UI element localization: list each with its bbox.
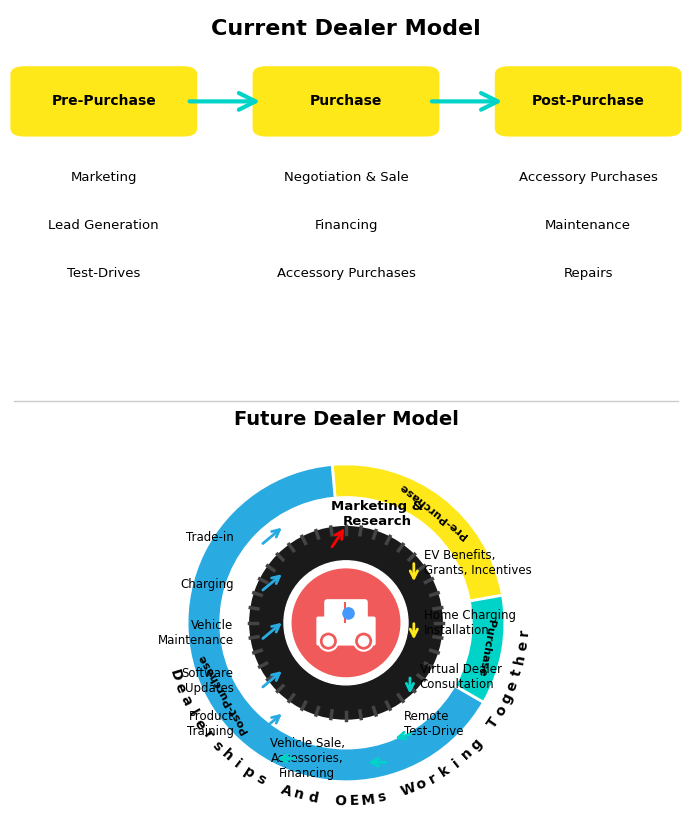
Text: t: t (509, 668, 525, 678)
Text: A: A (279, 782, 293, 799)
Text: e: e (172, 681, 188, 695)
Text: Home Charging
Installation: Home Charging Installation (424, 609, 516, 637)
Text: e: e (504, 679, 521, 693)
FancyBboxPatch shape (10, 66, 197, 136)
Text: r: r (200, 728, 215, 742)
Text: s: s (376, 790, 387, 805)
Text: a: a (177, 693, 194, 708)
Text: Pre-Purchase: Pre-Purchase (51, 94, 156, 109)
FancyBboxPatch shape (316, 616, 376, 645)
Text: k: k (437, 763, 453, 779)
Text: l: l (185, 707, 199, 718)
Text: Trade-in: Trade-in (186, 531, 234, 544)
Text: i: i (232, 757, 244, 772)
Text: i: i (450, 757, 462, 770)
Text: Vehicle Sale,
Accessories,
Financing: Vehicle Sale, Accessories, Financing (270, 737, 345, 780)
Text: o: o (493, 703, 509, 719)
Wedge shape (220, 497, 455, 749)
Text: Accessory Purchases: Accessory Purchases (277, 267, 415, 279)
Circle shape (358, 636, 369, 646)
Text: Current Dealer Model: Current Dealer Model (211, 19, 481, 39)
Text: p: p (241, 764, 257, 781)
Text: r: r (427, 771, 439, 786)
Text: Marketing: Marketing (71, 171, 137, 185)
Text: Negotiation & Sale: Negotiation & Sale (284, 171, 408, 185)
Text: Marketing &
Research: Marketing & Research (331, 500, 423, 528)
Circle shape (284, 561, 408, 685)
Text: Software
Updates: Software Updates (181, 667, 234, 695)
Text: Vehicle
Maintenance: Vehicle Maintenance (158, 619, 234, 646)
Wedge shape (346, 595, 505, 702)
Circle shape (343, 607, 355, 619)
Text: M: M (360, 792, 375, 808)
Wedge shape (335, 497, 470, 623)
Text: s: s (254, 772, 268, 788)
Text: Remote
Test-Drive: Remote Test-Drive (404, 710, 464, 737)
Text: O: O (334, 794, 346, 808)
Text: h: h (513, 653, 528, 665)
Text: T: T (485, 715, 502, 731)
FancyBboxPatch shape (324, 599, 368, 625)
Wedge shape (346, 601, 472, 686)
Text: n: n (458, 746, 475, 762)
Text: g: g (499, 691, 516, 706)
Text: D: D (167, 667, 184, 682)
Circle shape (220, 497, 472, 749)
Text: E: E (349, 793, 359, 808)
Text: Financing: Financing (314, 219, 378, 232)
Text: W: W (399, 781, 417, 799)
Text: r: r (517, 629, 531, 636)
Text: Post-Purchase: Post-Purchase (196, 653, 249, 736)
Circle shape (323, 636, 334, 646)
Text: e: e (191, 716, 208, 732)
Text: Accessory Purchases: Accessory Purchases (519, 171, 657, 185)
Wedge shape (332, 464, 502, 623)
Text: Charging: Charging (180, 578, 234, 590)
Text: Pre-Purchase: Pre-Purchase (398, 481, 470, 540)
Text: Future Dealer Model: Future Dealer Model (234, 410, 458, 429)
Text: Product
Training: Product Training (187, 710, 234, 737)
FancyBboxPatch shape (495, 66, 682, 136)
Wedge shape (249, 526, 443, 720)
Wedge shape (187, 465, 484, 782)
Circle shape (319, 631, 338, 650)
Text: e: e (516, 640, 530, 651)
Text: g: g (468, 736, 485, 752)
FancyBboxPatch shape (253, 66, 439, 136)
Text: Virtual Dealer
Consultation: Virtual Dealer Consultation (419, 663, 502, 691)
Text: Repairs: Repairs (563, 267, 613, 279)
Text: s: s (209, 738, 225, 754)
Text: o: o (413, 777, 428, 793)
Text: EV Benefits,
Grants, Incentives: EV Benefits, Grants, Incentives (424, 548, 531, 577)
Text: Purchase: Purchase (476, 619, 496, 677)
Text: Lead Generation: Lead Generation (48, 219, 159, 232)
Text: d: d (307, 790, 319, 806)
Text: Purchase: Purchase (310, 94, 382, 109)
Text: h: h (219, 747, 235, 764)
Circle shape (290, 567, 402, 679)
Text: Post-Purchase: Post-Purchase (531, 94, 645, 109)
Text: n: n (293, 787, 306, 803)
Text: Maintenance: Maintenance (545, 219, 631, 232)
Text: Test-Drives: Test-Drives (67, 267, 140, 279)
Circle shape (354, 631, 373, 650)
